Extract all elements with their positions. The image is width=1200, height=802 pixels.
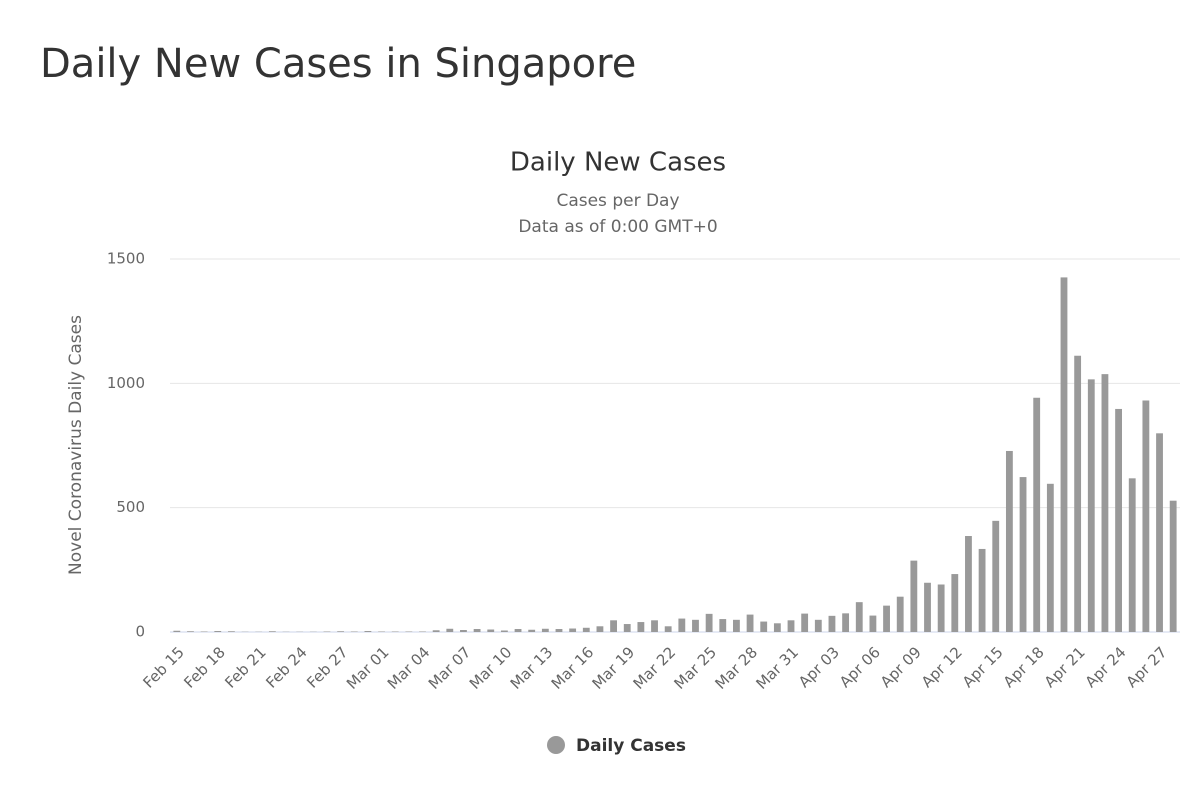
- bar: [1019, 477, 1027, 632]
- bar: [842, 613, 850, 632]
- bar: [937, 584, 945, 632]
- y-tick-label: 1500: [107, 250, 145, 268]
- bar: [514, 629, 522, 632]
- x-tick-label: Mar 07: [425, 643, 475, 693]
- bar: [582, 627, 590, 632]
- x-tick-label: Feb 27: [303, 643, 351, 691]
- x-tick-label: Mar 01: [343, 643, 393, 693]
- bar: [678, 618, 686, 632]
- bar: [569, 628, 577, 632]
- bar: [173, 630, 181, 632]
- bar: [1005, 450, 1013, 632]
- bar: [637, 622, 645, 632]
- bar: [883, 605, 890, 632]
- bar: [773, 623, 781, 632]
- y-tick-label: 1000: [107, 374, 145, 392]
- bar: [719, 619, 727, 632]
- bar: [828, 615, 836, 632]
- bar: [1074, 355, 1082, 632]
- x-tick-label: Apr 24: [1082, 643, 1130, 691]
- bar: [214, 631, 222, 632]
- x-tick-label: Mar 31: [752, 643, 802, 693]
- x-tick-label: Mar 10: [466, 643, 516, 693]
- x-tick-label: Feb 21: [221, 643, 269, 691]
- legend-label: Daily Cases: [576, 736, 686, 756]
- bar: [651, 620, 658, 632]
- bar: [541, 628, 549, 632]
- bar: [500, 630, 508, 632]
- bar: [896, 596, 904, 632]
- bar: [364, 631, 372, 632]
- bar: [432, 630, 440, 632]
- bar: [924, 582, 931, 632]
- x-tick-label: Mar 19: [589, 643, 639, 693]
- x-tick-label: Mar 25: [671, 643, 721, 693]
- bar: [746, 614, 754, 632]
- bar: [555, 629, 563, 632]
- bar: [733, 619, 740, 632]
- x-tick-label: Mar 22: [630, 643, 680, 693]
- x-tick-label: Feb 15: [139, 643, 187, 691]
- x-tick-label: Apr 27: [1123, 643, 1171, 691]
- bar: [228, 631, 235, 632]
- bar: [1046, 483, 1054, 632]
- bar: [1060, 277, 1068, 632]
- bar: [992, 520, 1000, 632]
- bar: [623, 624, 631, 632]
- chart-subtitle: Cases per Day: [556, 191, 679, 211]
- bar: [610, 620, 617, 632]
- bar: [1128, 478, 1136, 632]
- x-tick-label: Mar 28: [711, 643, 761, 693]
- bar: [1087, 379, 1095, 632]
- legend-marker: [547, 736, 565, 754]
- bar: [460, 630, 467, 632]
- bar: [187, 631, 194, 632]
- x-tick-label: Apr 15: [959, 643, 1007, 691]
- x-tick-label: Apr 12: [918, 643, 966, 691]
- x-tick-label: Apr 21: [1041, 643, 1089, 691]
- bar: [692, 619, 699, 632]
- bar: [473, 629, 481, 632]
- bar: [965, 536, 972, 632]
- bar: [664, 626, 672, 632]
- bar: [801, 613, 809, 632]
- bar: [1156, 433, 1163, 632]
- bar: [528, 629, 536, 632]
- bar: [705, 613, 713, 632]
- x-tick-label: Mar 04: [384, 643, 434, 693]
- bar: [596, 626, 604, 632]
- bar: [760, 621, 768, 632]
- bar: [1033, 397, 1041, 632]
- bar: [869, 615, 877, 632]
- chart-title: Daily New Cases: [510, 148, 726, 178]
- bar: [446, 628, 454, 632]
- bar: [814, 619, 822, 632]
- bar: [951, 574, 959, 632]
- bar: [1169, 500, 1177, 632]
- x-tick-label: Mar 13: [507, 643, 557, 693]
- x-tick-label: Apr 09: [877, 643, 925, 691]
- x-tick-label: Apr 03: [795, 643, 843, 691]
- x-tick-label: Feb 18: [180, 643, 228, 691]
- x-tick-label: Feb 24: [262, 643, 310, 691]
- page-title: Daily New Cases in Singapore: [40, 41, 636, 87]
- bar: [855, 602, 863, 632]
- bar: [1115, 408, 1122, 632]
- bar: [1142, 400, 1150, 632]
- y-tick-label: 500: [116, 498, 145, 516]
- chart-subtitle: Data as of 0:00 GMT+0: [518, 217, 717, 237]
- y-axis-label: Novel Coronavirus Daily Cases: [66, 315, 86, 575]
- x-tick-label: Mar 16: [548, 643, 598, 693]
- x-tick-label: Apr 18: [1000, 643, 1048, 691]
- bar: [1101, 374, 1109, 632]
- bar: [337, 631, 345, 632]
- y-tick-label: 0: [135, 623, 145, 641]
- bar: [268, 631, 276, 632]
- bar: [787, 620, 795, 632]
- x-tick-label: Apr 06: [836, 643, 884, 691]
- bar: [910, 560, 918, 632]
- bar: [978, 548, 986, 632]
- bar: [487, 629, 495, 632]
